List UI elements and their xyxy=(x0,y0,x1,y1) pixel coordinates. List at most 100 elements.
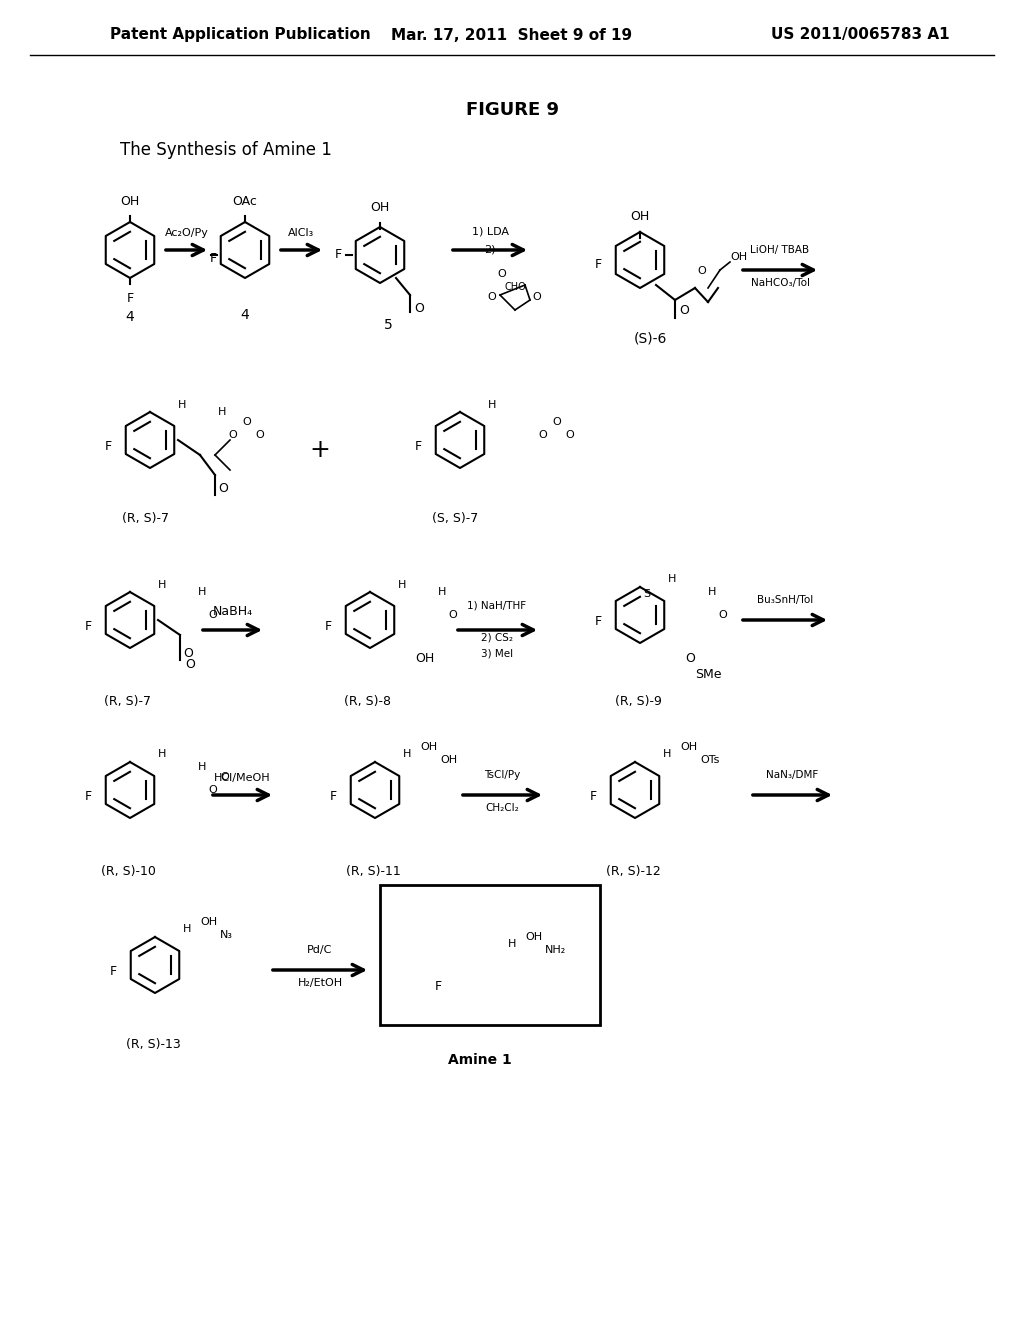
Text: Patent Application Publication: Patent Application Publication xyxy=(110,28,371,42)
Text: O: O xyxy=(208,610,217,620)
Text: O: O xyxy=(538,430,547,440)
Text: OH: OH xyxy=(415,652,434,665)
Text: H: H xyxy=(183,924,191,935)
Text: (R, S)-9: (R, S)-9 xyxy=(614,696,662,708)
Text: (R, S)-7: (R, S)-7 xyxy=(104,696,152,708)
Text: 1) NaH/THF: 1) NaH/THF xyxy=(467,601,526,610)
Bar xyxy=(380,884,600,1026)
Text: OH: OH xyxy=(525,932,542,942)
Text: O: O xyxy=(414,301,424,314)
Text: (S)-6: (S)-6 xyxy=(633,333,667,346)
Text: 3) MeI: 3) MeI xyxy=(481,648,513,657)
Text: (R, S)-10: (R, S)-10 xyxy=(100,865,156,878)
Text: OH: OH xyxy=(631,210,649,223)
Text: S: S xyxy=(643,589,650,599)
Text: LiOH/ TBAB: LiOH/ TBAB xyxy=(751,246,810,255)
Text: Mar. 17, 2011  Sheet 9 of 19: Mar. 17, 2011 Sheet 9 of 19 xyxy=(391,28,633,42)
Text: O: O xyxy=(220,772,228,781)
Text: US 2011/0065783 A1: US 2011/0065783 A1 xyxy=(771,28,950,42)
Text: 1) LDA: 1) LDA xyxy=(471,226,509,236)
Text: (R, S)-12: (R, S)-12 xyxy=(605,865,660,878)
Text: O: O xyxy=(718,610,727,620)
Text: NaN₃/DMF: NaN₃/DMF xyxy=(766,770,818,780)
Text: F: F xyxy=(595,259,602,272)
Text: H₂/EtOH: H₂/EtOH xyxy=(297,978,343,987)
Text: NaHCO₃/Tol: NaHCO₃/Tol xyxy=(751,279,810,288)
Text: O: O xyxy=(487,292,496,302)
Text: (S, S)-7: (S, S)-7 xyxy=(432,512,478,525)
Text: CH₂Cl₂: CH₂Cl₂ xyxy=(485,803,519,813)
Text: F: F xyxy=(210,252,217,264)
Text: F: F xyxy=(335,248,342,261)
Text: O: O xyxy=(208,785,217,795)
Text: H: H xyxy=(488,400,497,411)
Text: H: H xyxy=(438,587,446,597)
Text: H: H xyxy=(198,762,206,772)
Text: O: O xyxy=(242,417,251,426)
Text: N₃: N₃ xyxy=(220,931,233,940)
Text: The Synthesis of Amine 1: The Synthesis of Amine 1 xyxy=(120,141,332,158)
Text: O: O xyxy=(685,652,695,665)
Text: H: H xyxy=(708,587,716,597)
Text: O: O xyxy=(498,269,507,279)
Text: H: H xyxy=(663,748,672,759)
Text: H: H xyxy=(403,748,412,759)
Text: 5: 5 xyxy=(384,318,392,333)
Text: NaBH₄: NaBH₄ xyxy=(212,605,253,618)
Text: F: F xyxy=(126,292,133,305)
Text: O: O xyxy=(449,610,457,620)
Text: H: H xyxy=(508,939,516,949)
Text: O: O xyxy=(679,304,689,317)
Text: OTs: OTs xyxy=(700,755,720,766)
Text: 4: 4 xyxy=(241,308,250,322)
Text: 2): 2) xyxy=(484,246,496,255)
Text: H: H xyxy=(178,400,186,411)
Text: H: H xyxy=(158,579,166,590)
Text: CHO: CHO xyxy=(504,282,526,292)
Text: Pd/C: Pd/C xyxy=(307,945,333,954)
Text: O: O xyxy=(552,417,561,426)
Text: OH: OH xyxy=(680,742,697,752)
Text: OH: OH xyxy=(200,917,217,927)
Text: O: O xyxy=(532,292,541,302)
Text: OH: OH xyxy=(121,195,139,209)
Text: FIGURE 9: FIGURE 9 xyxy=(466,102,558,119)
Text: OH: OH xyxy=(440,755,457,766)
Text: OH: OH xyxy=(420,742,437,752)
Text: O: O xyxy=(185,657,195,671)
Text: (R, S)-7: (R, S)-7 xyxy=(122,512,169,525)
Text: F: F xyxy=(110,965,117,978)
Text: F: F xyxy=(590,789,597,803)
Text: AlCl₃: AlCl₃ xyxy=(289,228,314,238)
Text: HCl/MeOH: HCl/MeOH xyxy=(214,774,270,783)
Text: F: F xyxy=(330,789,337,803)
Text: (R, S)-11: (R, S)-11 xyxy=(346,865,400,878)
Text: Ac₂O/Py: Ac₂O/Py xyxy=(165,228,209,238)
Text: OAc: OAc xyxy=(232,195,257,209)
Text: NH₂: NH₂ xyxy=(545,945,566,954)
Text: TsCl/Py: TsCl/Py xyxy=(484,770,520,780)
Text: 4: 4 xyxy=(126,310,134,323)
Text: OH: OH xyxy=(371,201,389,214)
Text: 2) CS₂: 2) CS₂ xyxy=(481,632,513,642)
Text: O: O xyxy=(565,430,573,440)
Text: SMe: SMe xyxy=(695,668,722,681)
Text: O: O xyxy=(228,430,237,440)
Text: F: F xyxy=(435,979,442,993)
Text: H: H xyxy=(668,574,677,583)
Text: (R, S)-13: (R, S)-13 xyxy=(126,1038,180,1051)
Text: O: O xyxy=(183,647,193,660)
Text: F: F xyxy=(85,789,92,803)
Text: H: H xyxy=(398,579,407,590)
Text: F: F xyxy=(595,615,602,628)
Text: H: H xyxy=(218,407,226,417)
Text: OH: OH xyxy=(730,252,748,261)
Text: (R, S)-8: (R, S)-8 xyxy=(344,696,391,708)
Text: F: F xyxy=(325,620,332,634)
Text: F: F xyxy=(104,440,112,453)
Text: +: + xyxy=(309,438,331,462)
Text: O: O xyxy=(255,430,264,440)
Text: F: F xyxy=(85,620,92,634)
Text: O: O xyxy=(697,267,707,276)
Text: Bu₃SnH/Tol: Bu₃SnH/Tol xyxy=(757,595,813,605)
